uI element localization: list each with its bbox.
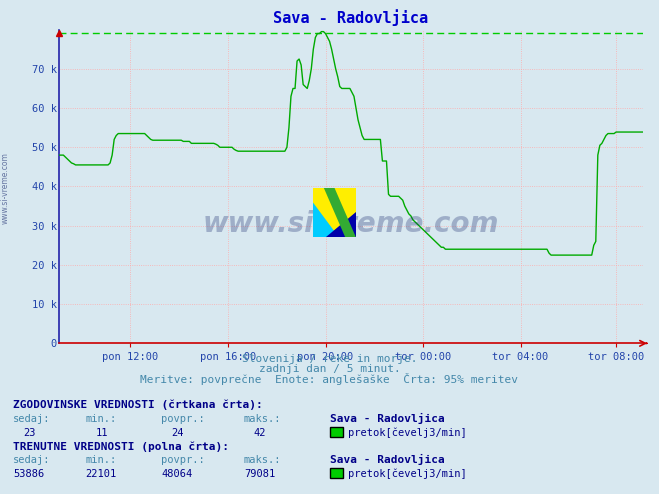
- Text: pretok[čevelj3/min]: pretok[čevelj3/min]: [348, 468, 467, 479]
- Text: TRENUTNE VREDNOSTI (polna črta):: TRENUTNE VREDNOSTI (polna črta):: [13, 441, 229, 452]
- Text: min.:: min.:: [86, 455, 117, 465]
- Text: maks.:: maks.:: [244, 455, 281, 465]
- Text: sedaj:: sedaj:: [13, 455, 51, 465]
- Title: Sava - Radovljica: Sava - Radovljica: [273, 9, 428, 26]
- Text: 79081: 79081: [244, 469, 275, 479]
- Text: 53886: 53886: [13, 469, 44, 479]
- Text: zadnji dan / 5 minut.: zadnji dan / 5 minut.: [258, 365, 401, 374]
- Text: povpr.:: povpr.:: [161, 414, 205, 424]
- Text: Meritve: povprečne  Enote: anglešaške  Črta: 95% meritev: Meritve: povprečne Enote: anglešaške Črt…: [140, 373, 519, 385]
- Polygon shape: [324, 188, 356, 237]
- Text: maks.:: maks.:: [244, 414, 281, 424]
- Text: pretok[čevelj3/min]: pretok[čevelj3/min]: [348, 427, 467, 438]
- Text: Sava - Radovljica: Sava - Radovljica: [330, 454, 444, 465]
- Text: Slovenija / reke in morje.: Slovenija / reke in morje.: [242, 354, 417, 364]
- Text: sedaj:: sedaj:: [13, 414, 51, 424]
- Text: Sava - Radovljica: Sava - Radovljica: [330, 413, 444, 424]
- Text: min.:: min.:: [86, 414, 117, 424]
- Text: 48064: 48064: [161, 469, 192, 479]
- Text: www.si-vreme.com: www.si-vreme.com: [203, 210, 499, 238]
- Text: ZGODOVINSKE VREDNOSTI (črtkana črta):: ZGODOVINSKE VREDNOSTI (črtkana črta):: [13, 399, 263, 410]
- Text: povpr.:: povpr.:: [161, 455, 205, 465]
- Text: 42: 42: [254, 428, 266, 438]
- Polygon shape: [326, 212, 356, 237]
- Text: 23: 23: [23, 428, 36, 438]
- Text: www.si-vreme.com: www.si-vreme.com: [1, 152, 10, 224]
- Text: 24: 24: [171, 428, 184, 438]
- Polygon shape: [313, 203, 339, 237]
- Text: 22101: 22101: [86, 469, 117, 479]
- Text: 11: 11: [96, 428, 108, 438]
